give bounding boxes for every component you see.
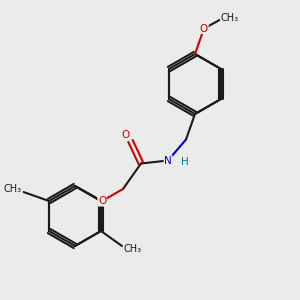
Text: O: O bbox=[98, 196, 106, 206]
Text: H: H bbox=[181, 157, 188, 167]
Text: O: O bbox=[200, 23, 208, 34]
Text: CH₃: CH₃ bbox=[123, 244, 142, 254]
Text: O: O bbox=[122, 130, 130, 140]
Text: N: N bbox=[164, 155, 172, 166]
Text: CH₃: CH₃ bbox=[4, 184, 22, 194]
Text: CH₃: CH₃ bbox=[220, 13, 238, 23]
